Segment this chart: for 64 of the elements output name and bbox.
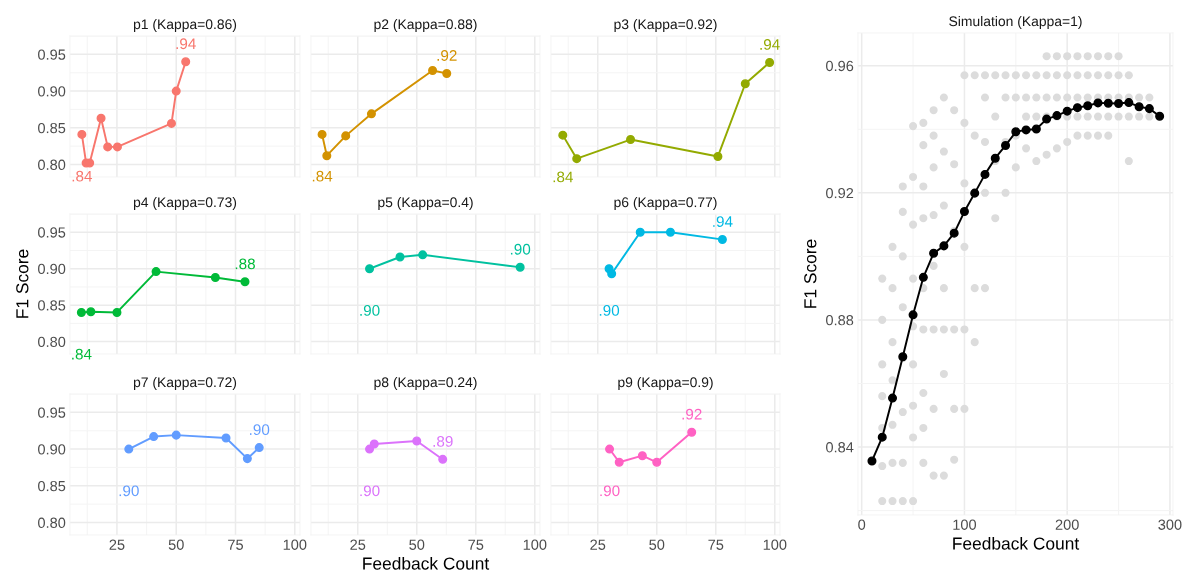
x-tick-label: 25: [350, 539, 366, 550]
annotation: .90: [119, 485, 139, 497]
y-tick-label: 0.85: [38, 300, 66, 311]
annotation: .94: [760, 39, 780, 50]
annotation: .90: [360, 485, 380, 497]
y-tick-label: 0.80: [38, 159, 66, 170]
chart-title: p1 (Kappa=0.86): [133, 18, 237, 32]
y-tick-label: 0.90: [38, 263, 66, 275]
chart-title: p3 (Kappa=0.92): [614, 18, 717, 32]
x-tick-label: 100: [523, 539, 547, 550]
annotation: .84: [72, 348, 92, 360]
annotation: .94: [713, 216, 733, 227]
chart-title: Simulation (Kappa=1): [949, 15, 1082, 29]
chart-title: p8 (Kappa=0.24): [374, 376, 477, 390]
x-tick-label: 75: [708, 539, 724, 550]
annotation: .90: [510, 243, 531, 255]
x-tick-label: 75: [228, 539, 244, 550]
y-tick-label: 0.85: [38, 122, 66, 134]
chart-title: p9 (Kappa=0.9): [618, 376, 713, 390]
y-axis-title: F1 Score: [804, 239, 817, 308]
y-tick-label: 0.80: [38, 336, 66, 348]
y-tick-label: 0.90: [38, 86, 66, 97]
annotation: .92: [437, 50, 457, 61]
chart-title: p2 (Kappa=0.88): [374, 18, 477, 32]
x-tick-label: 100: [283, 539, 307, 550]
x-tick-label: 25: [590, 539, 606, 550]
x-tick-label: 100: [763, 539, 787, 550]
x-axis-title: Feedback Count: [363, 556, 490, 570]
x-tick-label: 0: [858, 519, 866, 530]
annotation: .84: [553, 171, 573, 183]
y-tick-label: 0.90: [38, 444, 66, 455]
y-tick-label: 0.95: [38, 407, 66, 418]
y-tick-label: 0.85: [38, 480, 66, 492]
x-tick-label: 25: [109, 539, 125, 550]
x-tick-label: 100: [953, 519, 977, 530]
x-tick-label: 75: [468, 539, 484, 550]
y-tick-label: 0.80: [38, 517, 66, 528]
x-tick-label: 50: [168, 539, 184, 550]
annotation: .90: [360, 305, 380, 316]
annotation: .90: [600, 485, 620, 497]
y-axis-title: F1 Score: [16, 249, 29, 318]
y-tick-label: 0.92: [826, 187, 854, 199]
annotation: .89: [433, 435, 453, 447]
annotation: .84: [312, 170, 333, 182]
y-tick-label: 0.84: [826, 442, 854, 453]
y-tick-label: 0.95: [38, 227, 66, 238]
y-tick-label: 0.95: [38, 49, 66, 60]
annotation: .94: [176, 38, 196, 50]
x-axis-title: Feedback Count: [953, 536, 1080, 550]
chart-title: p4 (Kappa=0.73): [133, 196, 237, 210]
chart-title: p7 (Kappa=0.72): [133, 376, 237, 390]
annotation: .88: [235, 258, 255, 270]
y-tick-label: 0.96: [826, 60, 854, 72]
x-tick-label: 50: [409, 539, 425, 550]
y-tick-label: 0.88: [826, 315, 854, 326]
x-tick-label: 300: [1158, 519, 1182, 530]
annotation: .90: [249, 424, 270, 436]
chart-title: p6 (Kappa=0.77): [614, 196, 717, 210]
x-tick-label: 200: [1055, 519, 1079, 530]
annotation: .84: [72, 170, 93, 182]
chart-title: p5 (Kappa=0.4): [378, 196, 473, 210]
x-tick-label: 50: [649, 539, 665, 550]
annotation: .90: [599, 305, 620, 316]
annotation: .92: [682, 408, 702, 420]
